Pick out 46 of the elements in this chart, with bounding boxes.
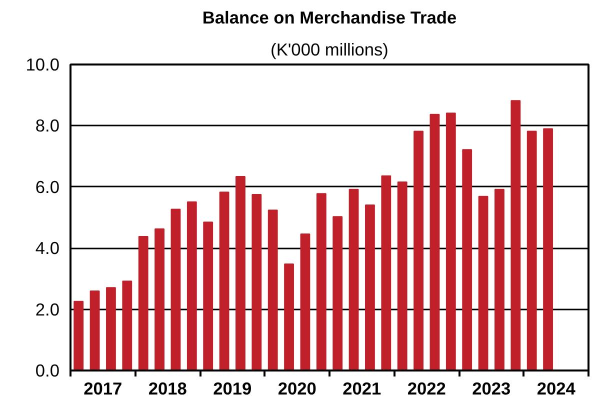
y-tick-label: 6.0 <box>35 176 60 197</box>
x-tick-label: 2019 <box>213 378 252 398</box>
y-tick-label: 2.0 <box>35 299 60 320</box>
x-tick-label: 2024 <box>536 378 576 398</box>
bar <box>154 228 164 370</box>
y-tick-label: 8.0 <box>35 116 60 136</box>
x-tick-label: 2018 <box>148 378 188 398</box>
bar <box>268 210 278 370</box>
bar <box>170 208 181 370</box>
x-tick-label: 2023 <box>472 378 512 398</box>
bar <box>365 204 375 370</box>
bar <box>510 100 521 370</box>
bar <box>203 222 214 370</box>
bar <box>219 192 230 370</box>
bar <box>138 236 148 370</box>
bar <box>332 216 343 370</box>
bar <box>543 128 553 370</box>
bar <box>316 193 326 370</box>
chart-title: Balance on Merchandise Trade <box>202 8 457 28</box>
bar <box>397 182 408 370</box>
bar <box>494 188 504 370</box>
x-tick-label: 2021 <box>342 378 382 398</box>
bar <box>122 280 132 370</box>
y-tick-label: 4.0 <box>35 238 60 258</box>
bar <box>186 201 197 370</box>
bar <box>526 130 537 370</box>
bar <box>300 234 310 370</box>
bar <box>462 149 472 370</box>
bar <box>414 130 424 370</box>
bar <box>236 176 246 370</box>
bar <box>381 175 392 370</box>
x-tick-label: 2022 <box>407 378 446 398</box>
x-tick-label: 2020 <box>278 378 316 398</box>
bar <box>90 290 100 370</box>
x-tick-label: 2017 <box>84 378 122 398</box>
chart-subtitle: (K'000 millions) <box>270 40 388 60</box>
bar <box>478 196 488 370</box>
y-tick-label: 0.0 <box>35 360 60 380</box>
bar <box>74 300 84 370</box>
bar <box>348 188 359 370</box>
bar <box>430 114 440 370</box>
bar <box>252 194 262 370</box>
bar <box>446 112 456 370</box>
y-tick-label: 10.0 <box>26 54 60 74</box>
bar <box>284 264 294 370</box>
bar <box>106 287 116 370</box>
